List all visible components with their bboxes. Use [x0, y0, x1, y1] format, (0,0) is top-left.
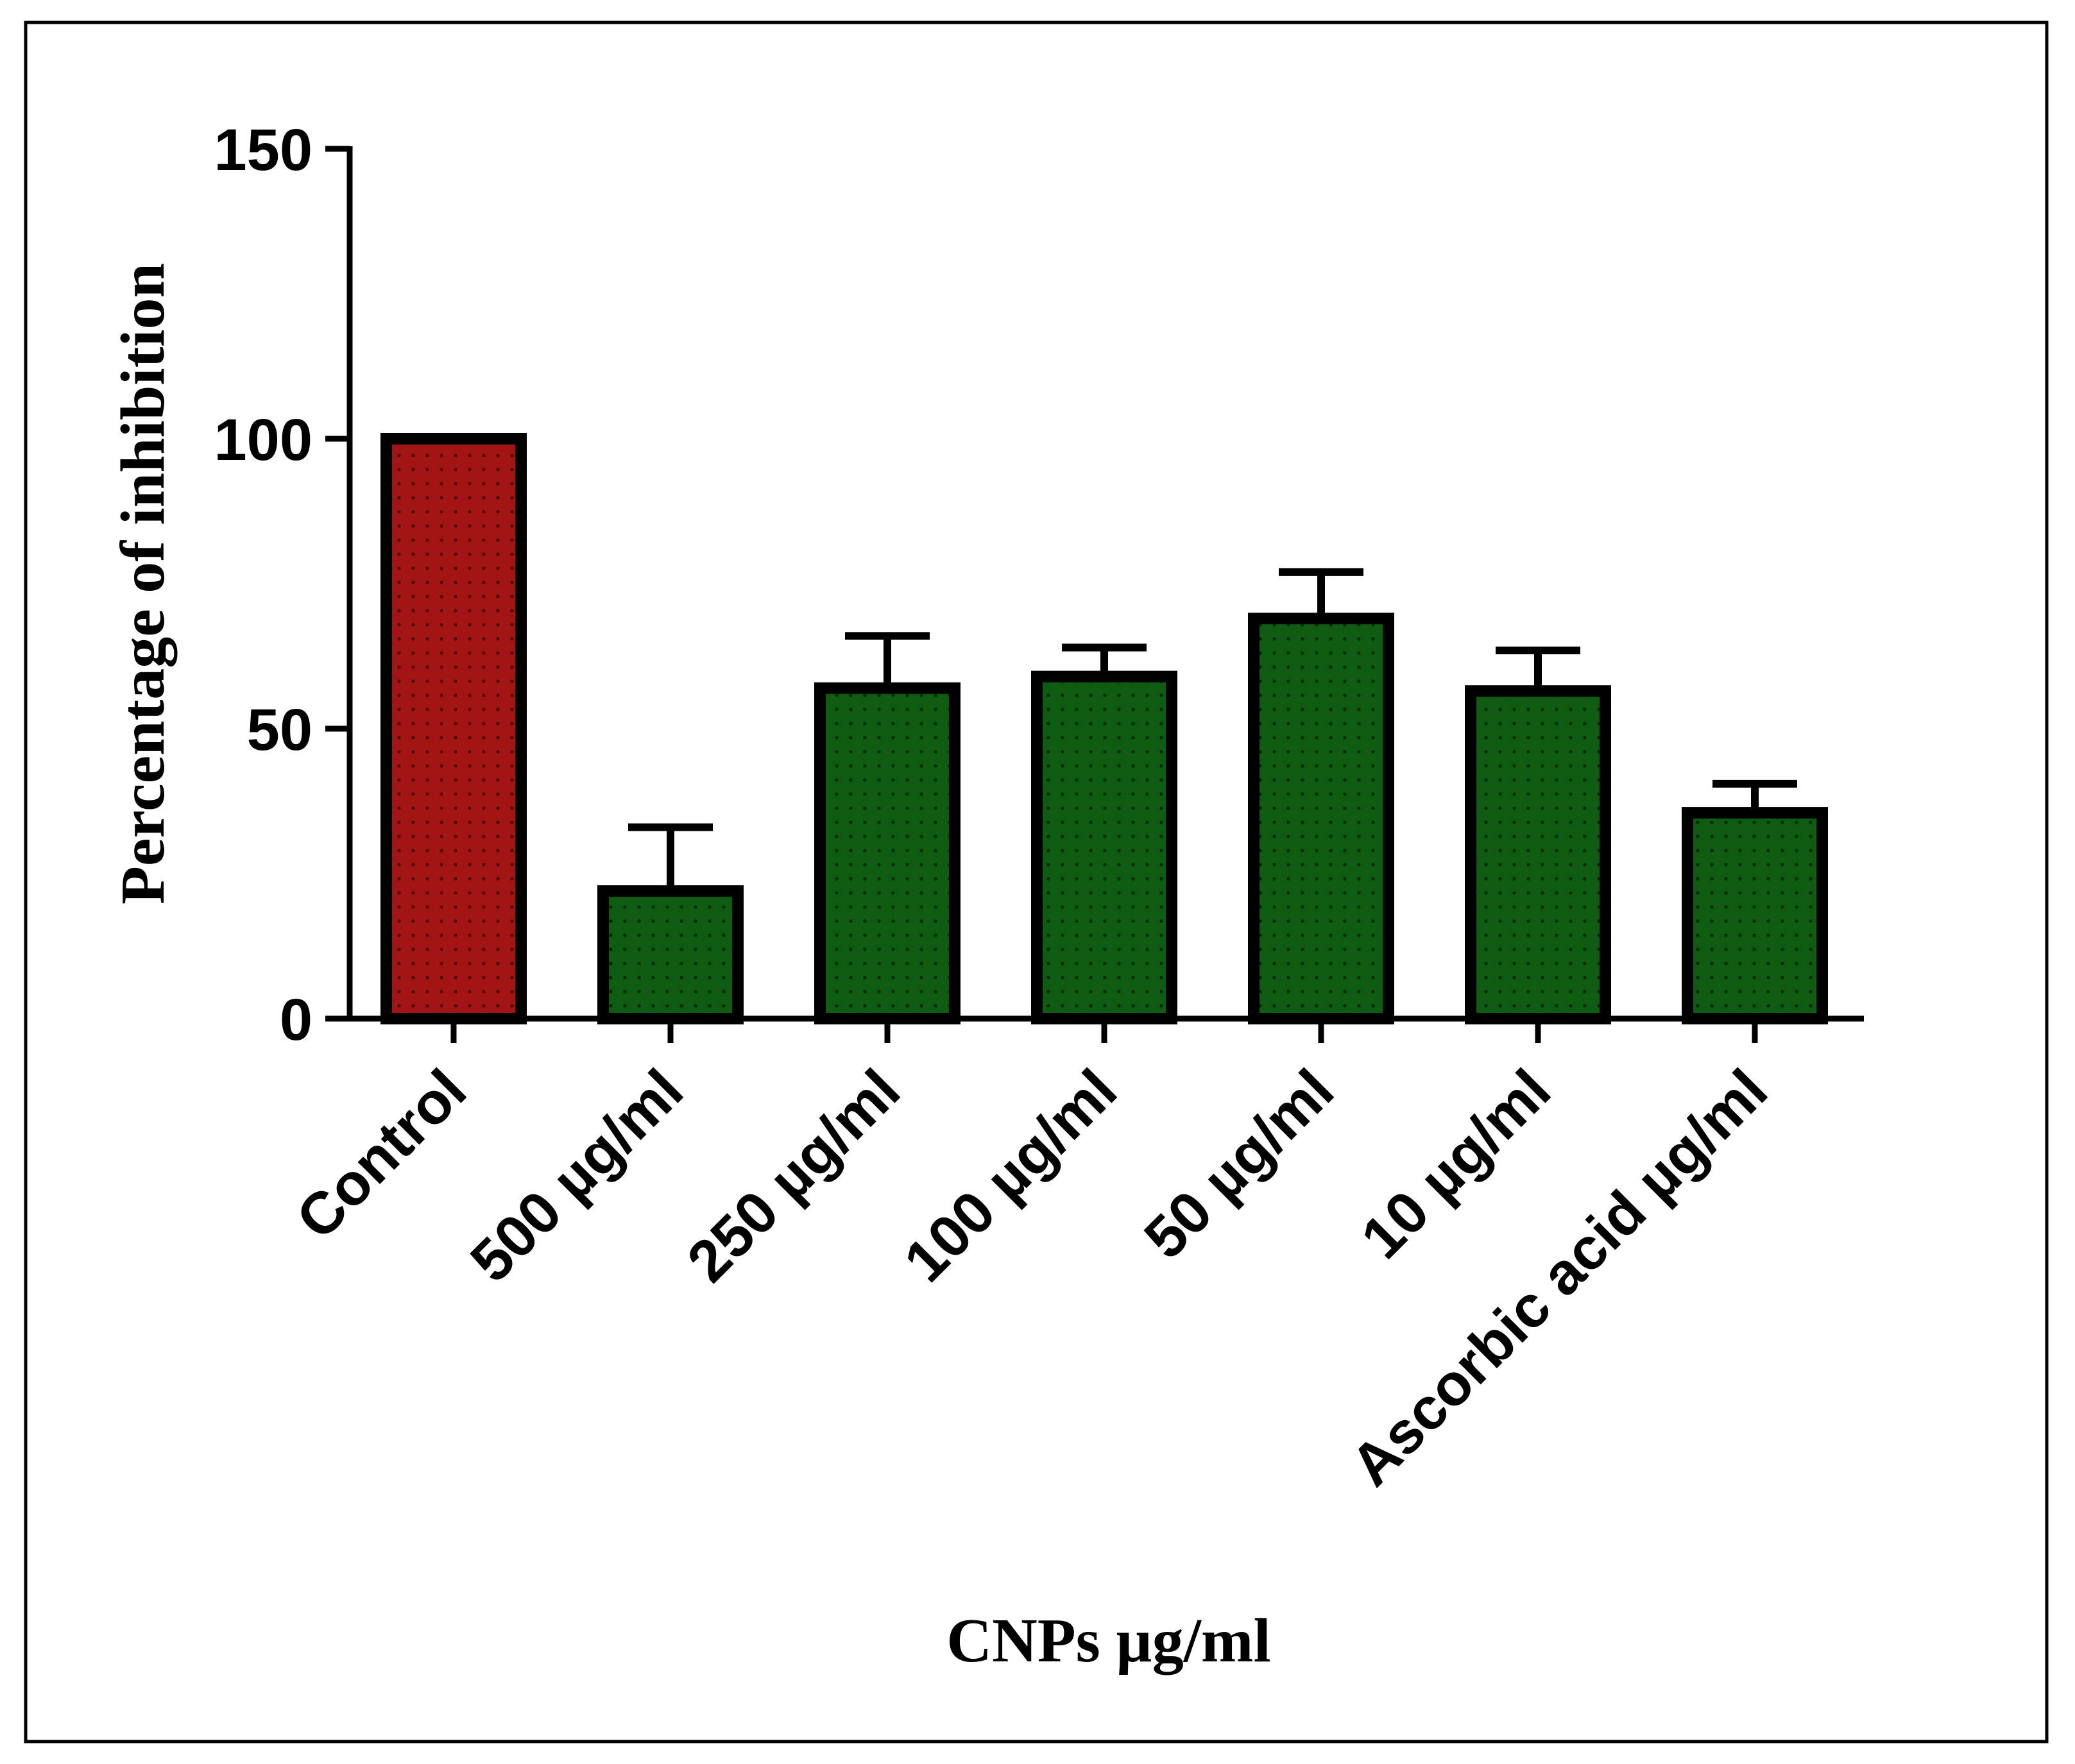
bar-dot-pattern	[1260, 624, 1383, 1013]
bar-dot-pattern	[1476, 697, 1600, 1013]
y-tick-label: 0	[280, 987, 312, 1053]
y-tick-label: 150	[214, 117, 313, 183]
bar-dot-pattern	[826, 693, 949, 1013]
y-tick-label: 100	[214, 407, 313, 473]
bars-layer	[380, 433, 1828, 1024]
x-axis-title: CNPs µg/ml	[946, 1606, 1271, 1675]
y-axis-title: Percentage of inhibition	[108, 263, 178, 904]
bar-dot-pattern	[1693, 818, 1816, 1013]
bar-dot-pattern	[1043, 682, 1166, 1013]
y-tick-label: 50	[247, 697, 312, 763]
bar-dot-pattern	[609, 897, 732, 1013]
bar-dot-pattern	[392, 445, 515, 1013]
